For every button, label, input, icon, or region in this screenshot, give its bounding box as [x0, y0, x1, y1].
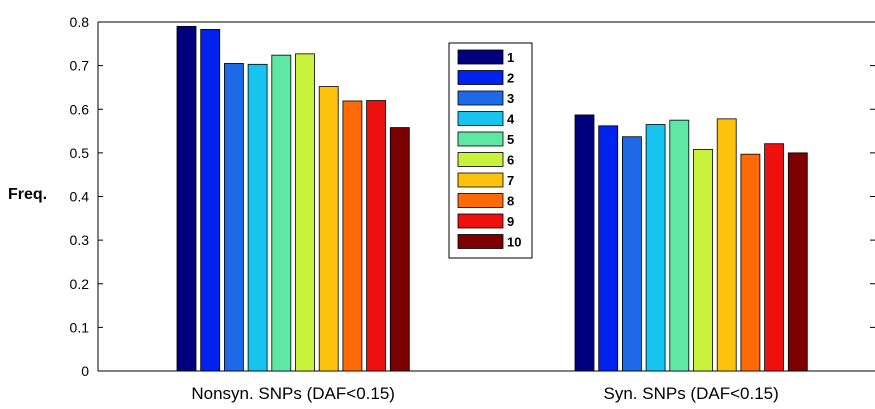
bar-series-4-syn: [645, 124, 666, 372]
y-tick-label: 0.6: [70, 101, 90, 117]
legend-swatch-9: [457, 213, 504, 229]
bar-series-10-nonsyn: [389, 127, 410, 372]
legend-label: 4: [507, 112, 515, 127]
legend-label: 1: [507, 50, 514, 65]
legend-label: 8: [507, 194, 514, 209]
bar-series-7-syn: [716, 118, 737, 372]
legend: 1 2 3 4 5 6 7 8 9 10: [448, 42, 533, 259]
y-tick-label: 0.1: [70, 319, 90, 335]
legend-label: 3: [507, 91, 514, 106]
bar-series-9-nonsyn: [366, 100, 387, 372]
bar-series-3-syn: [622, 136, 642, 372]
y-tick-label: 0.8: [70, 14, 90, 30]
bar-series-5-nonsyn: [271, 54, 292, 372]
bars: [176, 25, 808, 372]
legend-swatch-1: [457, 49, 504, 65]
legend-label: 9: [507, 214, 514, 229]
legend-swatch-6: [457, 152, 504, 167]
legend-swatch-10: [457, 234, 504, 249]
legend-label: 10: [507, 235, 521, 250]
bar-series-6-syn: [693, 148, 713, 372]
bar-series-8-syn: [740, 153, 761, 372]
legend-swatch-2: [457, 70, 504, 85]
legend-swatch-3: [457, 90, 504, 106]
legend-label: 7: [507, 173, 514, 188]
bar-series-5-syn: [669, 119, 690, 372]
legend-swatch-4: [457, 111, 504, 126]
y-axis-label: Freq.: [8, 186, 47, 203]
y-tick-label: 0.5: [70, 145, 90, 161]
bar-series-7-nonsyn: [318, 86, 339, 372]
bar-series-8-nonsyn: [342, 100, 363, 372]
labels: 0 0.1 0.2 0.3 0.4 0.5 0.6 0.7 0.8 Freq. Nonsyn. SN…: [8, 14, 779, 403]
category-label: Syn. SNPs (DAF<0.15): [604, 384, 779, 403]
bar-series-2-nonsyn: [200, 29, 221, 372]
legend-label: 5: [507, 132, 514, 147]
legend-swatch-7: [457, 172, 504, 188]
y-tick-label: 0: [81, 363, 89, 379]
legend-label: 6: [507, 153, 514, 168]
bar-series-1-syn: [574, 114, 595, 372]
y-tick-label: 0.2: [70, 276, 90, 292]
bar-series-1-nonsyn: [176, 25, 197, 372]
bar-series-10-syn: [787, 152, 808, 372]
bar-series-3-nonsyn: [223, 63, 244, 372]
bar-series-6-nonsyn: [295, 53, 315, 372]
y-tick-label: 0.4: [70, 189, 90, 205]
y-tick-label: 0.3: [70, 232, 90, 248]
legend-label: 2: [507, 71, 514, 86]
bar-series-2-syn: [598, 125, 619, 372]
legend-swatch-8: [457, 193, 504, 208]
category-label: Nonsyn. SNPs (DAF<0.15): [191, 384, 395, 403]
y-tick-label: 0.7: [70, 58, 90, 74]
bar-series-4-nonsyn: [247, 63, 268, 372]
legend-swatch-5: [457, 131, 504, 147]
bar-series-9-syn: [764, 143, 784, 372]
